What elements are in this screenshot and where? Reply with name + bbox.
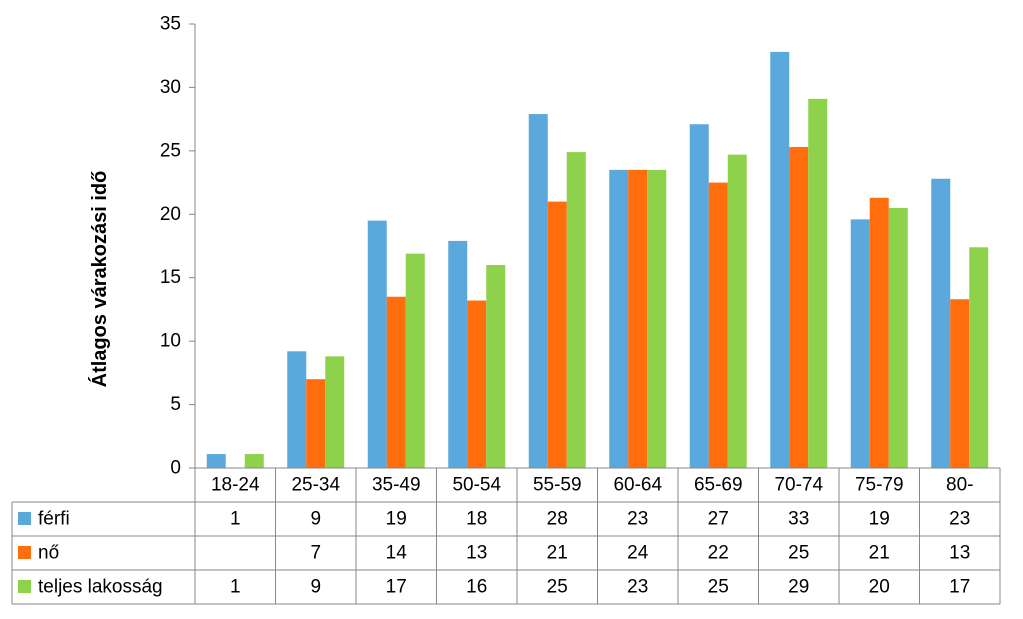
table-cell-value: 25 (547, 577, 568, 598)
bar (405, 253, 425, 468)
bar (547, 201, 567, 468)
x-category-label: 70-74 (774, 475, 823, 496)
y-tick-label: 20 (160, 204, 181, 225)
bar (325, 356, 345, 468)
table-cell-value: 13 (466, 543, 487, 564)
table-cell-value: 1 (230, 509, 241, 530)
table-cell-value: 21 (547, 543, 568, 564)
table-cell-value: 19 (869, 509, 890, 530)
table-cell-value: 9 (310, 577, 321, 598)
table-cell-value: 18 (466, 509, 487, 530)
y-axis-title: Átlagos várakozási idő (88, 171, 111, 388)
legend-series-name: férfi (38, 509, 70, 530)
bar (869, 197, 889, 468)
x-category-label: 18-24 (211, 475, 260, 496)
table-cell-value: 25 (708, 577, 729, 598)
bar (206, 454, 226, 468)
table-cell-value: 33 (788, 509, 809, 530)
legend-series-name: nő (38, 543, 59, 564)
bar (931, 178, 951, 468)
bar (609, 169, 629, 468)
bar (689, 124, 709, 469)
bar (628, 169, 648, 468)
table-cell-value: 23 (949, 509, 970, 530)
table-cell-value: 24 (627, 543, 649, 564)
bar (969, 247, 989, 468)
table-cell-value: 17 (949, 577, 970, 598)
x-category-label: 50-54 (452, 475, 501, 496)
table-cell-value: 25 (788, 543, 809, 564)
plot-area: 0 5 10 15 20 25 30 35 18-24 25-34 35-49 50-54 55-59 6… (11, 14, 1001, 605)
bar (386, 296, 406, 468)
table-cell-value: 28 (547, 509, 568, 530)
legend-key (18, 580, 31, 593)
table-cell-value: 20 (869, 577, 890, 598)
bar (367, 220, 387, 468)
table-cell-value: 23 (627, 577, 648, 598)
bar (566, 152, 586, 468)
x-category-label: 35-49 (372, 475, 421, 496)
bar (789, 147, 809, 468)
bar (528, 114, 548, 468)
y-tick-label: 10 (160, 331, 181, 352)
y-tick-label: 25 (160, 140, 181, 161)
y-tick-label: 0 (170, 458, 181, 479)
table-cell-value: 23 (627, 509, 648, 530)
bar (950, 299, 970, 468)
x-category-label: 80- (946, 475, 973, 496)
bar (647, 169, 667, 468)
table-cell-value: 17 (386, 577, 407, 598)
legend-key (18, 546, 31, 559)
x-category-label: 55-59 (533, 475, 582, 496)
table-cell-value: 22 (708, 543, 729, 564)
bar (287, 351, 307, 468)
table-cell-value: 19 (386, 509, 407, 530)
y-tick-label: 5 (170, 394, 181, 415)
y-tick-label: 15 (160, 267, 181, 288)
bar (727, 154, 747, 469)
x-category-label: 65-69 (694, 475, 743, 496)
bar (467, 300, 487, 468)
bar (708, 182, 728, 469)
table-cell-value: 14 (386, 543, 408, 564)
table-cell-value: 1 (230, 577, 241, 598)
table-cell-value: 13 (949, 543, 970, 564)
table-cell-value: 9 (310, 509, 321, 530)
table-cell-value: 27 (708, 509, 729, 530)
y-tick-label: 30 (160, 77, 181, 98)
table-cell-value: 16 (466, 577, 487, 598)
table-cell-value: 21 (869, 543, 890, 564)
bar (850, 219, 870, 468)
x-category-label: 75-79 (855, 475, 904, 496)
table-cell-value: 7 (310, 543, 321, 564)
legend-series-name: teljes lakosság (38, 577, 163, 598)
x-category-label: 25-34 (291, 475, 340, 496)
bar (448, 240, 468, 468)
bar (306, 379, 326, 468)
table-cell-value: 29 (788, 577, 809, 598)
bar (770, 51, 790, 469)
bar (808, 98, 828, 469)
bar (486, 265, 506, 468)
bar (244, 454, 264, 468)
bar (888, 207, 908, 468)
legend-key (18, 512, 31, 525)
x-category-label: 60-64 (613, 475, 662, 496)
y-tick-label: 35 (160, 14, 181, 35)
